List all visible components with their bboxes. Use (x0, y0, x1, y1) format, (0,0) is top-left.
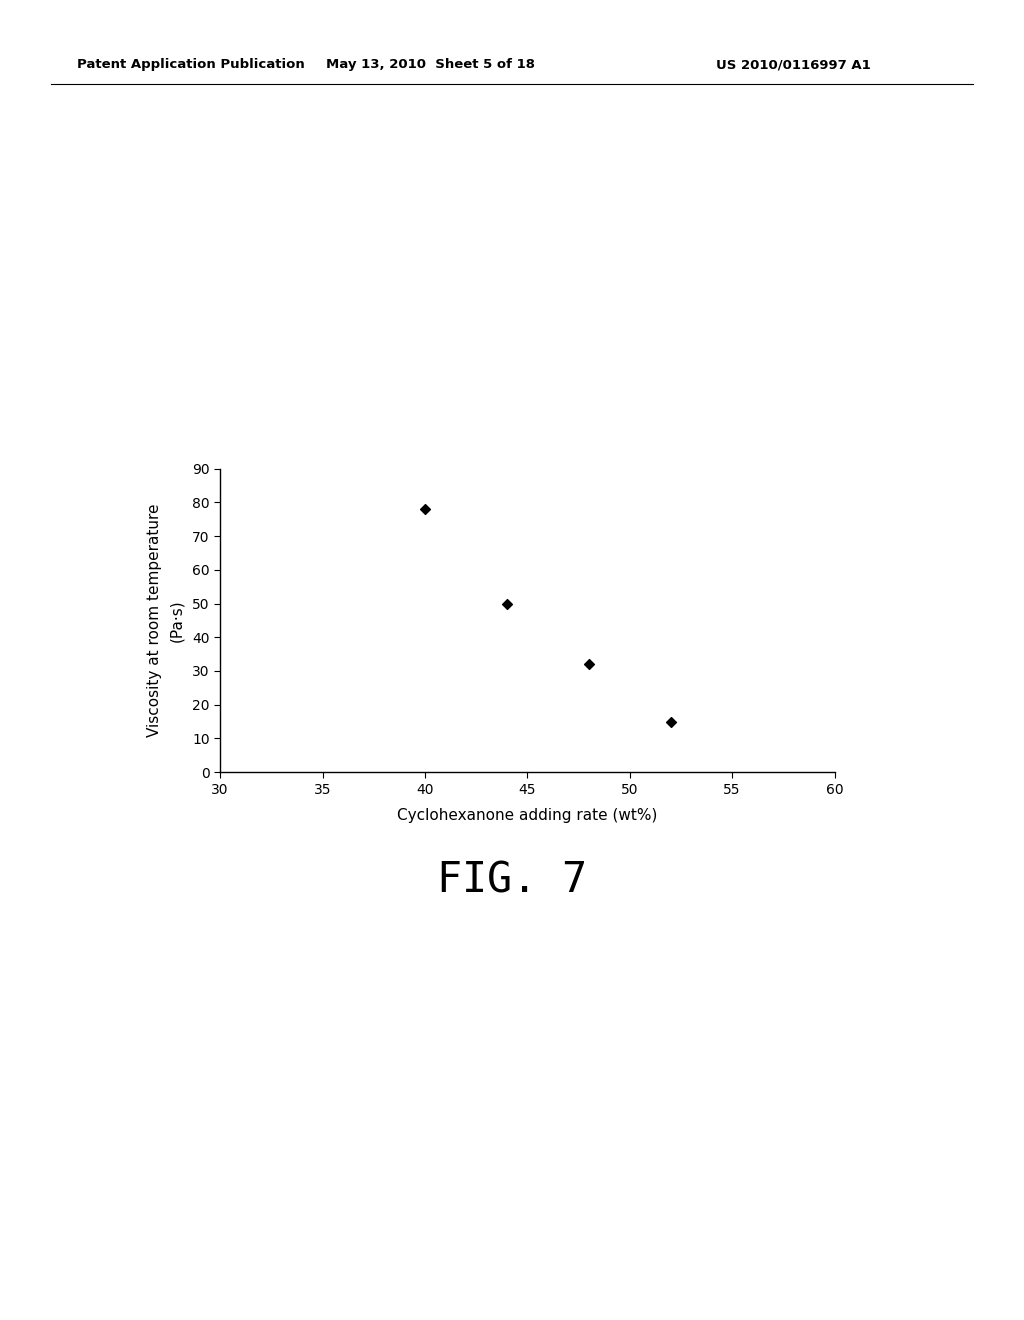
Point (581, 653, 597, 675)
Text: May 13, 2010  Sheet 5 of 18: May 13, 2010 Sheet 5 of 18 (326, 58, 535, 71)
Text: US 2010/0116997 A1: US 2010/0116997 A1 (716, 58, 870, 71)
Point (663, 711, 679, 733)
Point (417, 499, 433, 520)
Text: FIG. 7: FIG. 7 (437, 859, 587, 902)
Text: Patent Application Publication: Patent Application Publication (77, 58, 304, 71)
Y-axis label: Viscosity at room temperature
(Pa·s): Viscosity at room temperature (Pa·s) (146, 504, 183, 737)
X-axis label: Cyclohexanone adding rate (wt%): Cyclohexanone adding rate (wt%) (397, 808, 657, 822)
Point (499, 593, 515, 614)
